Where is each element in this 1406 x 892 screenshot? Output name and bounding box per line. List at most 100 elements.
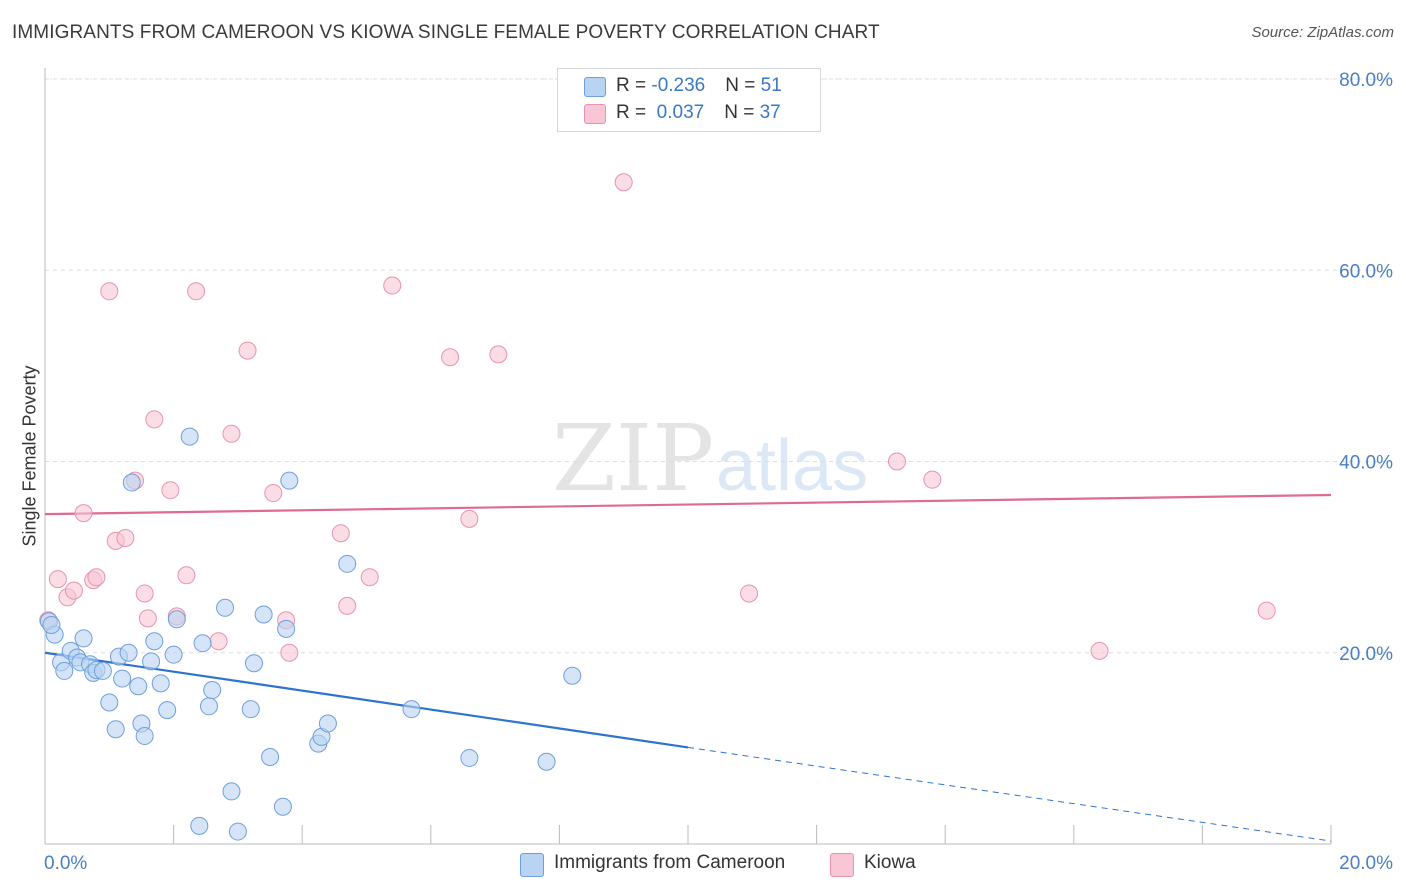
- point-cameroon: [254, 605, 273, 624]
- point-kiowa: [740, 584, 759, 603]
- tick-labels: 20.0% 40.0% 60.0% 80.0% 0.0% 20.0%: [44, 70, 1393, 874]
- point-cameroon: [164, 645, 183, 664]
- point-kiowa: [1257, 601, 1276, 620]
- legend-swatch-pink: [584, 104, 606, 124]
- point-cameroon: [93, 661, 112, 680]
- point-kiowa: [135, 584, 154, 603]
- point-kiowa: [460, 509, 479, 528]
- legend-n-label: N =: [725, 75, 761, 96]
- trend-line-cameroon-extension: [687, 746, 1332, 842]
- point-kiowa: [74, 504, 93, 523]
- legend-r-value: 0.037: [651, 102, 705, 123]
- point-cameroon: [122, 473, 141, 492]
- point-cameroon: [74, 629, 93, 648]
- point-cameroon: [261, 747, 280, 766]
- point-kiowa: [923, 470, 942, 489]
- bottom-legend-swatch-blue: [520, 853, 544, 877]
- legend-r-value: -0.236: [651, 75, 706, 96]
- point-cameroon: [460, 748, 479, 767]
- source-label: Source: ZipAtlas.com: [1251, 24, 1394, 41]
- point-kiowa: [264, 484, 283, 503]
- trend-line-kiowa: [44, 493, 1332, 516]
- point-cameroon: [190, 816, 209, 835]
- y-tick-label: 80.0%: [1339, 70, 1393, 91]
- x-tick-label: 20.0%: [1339, 853, 1393, 874]
- point-cameroon: [203, 681, 222, 700]
- point-cameroon: [273, 797, 292, 816]
- x-tick-label: 0.0%: [44, 853, 87, 874]
- point-cameroon: [228, 822, 247, 841]
- y-tick-label: 40.0%: [1339, 453, 1393, 474]
- point-cameroon: [119, 643, 138, 662]
- legend-n-label: N =: [724, 102, 760, 123]
- watermark-zip: ZIP: [552, 405, 714, 512]
- legend-n-value: 51: [760, 75, 782, 96]
- point-kiowa: [383, 276, 402, 295]
- point-cameroon: [199, 697, 218, 716]
- point-cameroon: [55, 661, 74, 680]
- point-kiowa: [100, 282, 119, 301]
- point-kiowa: [48, 570, 67, 589]
- point-cameroon: [338, 554, 357, 573]
- legend-swatch-blue: [584, 77, 606, 97]
- bottom-legend-label: Immigrants from Cameroon: [554, 852, 786, 873]
- legend-n-value: 37: [759, 102, 781, 123]
- point-cameroon: [135, 726, 154, 745]
- point-cameroon: [42, 616, 61, 635]
- bottom-legend-swatch-pink: [830, 853, 854, 877]
- point-cameroon: [537, 752, 556, 771]
- point-kiowa: [887, 452, 906, 471]
- point-cameroon: [167, 610, 186, 629]
- bottom-legend-label: Kiowa: [864, 852, 916, 873]
- point-cameroon: [142, 652, 161, 671]
- point-kiowa: [238, 341, 257, 360]
- point-kiowa: [161, 481, 180, 500]
- correlation-legend: R = -0.236 N = 51 R = 0.037 N = 37: [557, 68, 821, 132]
- point-cameroon: [318, 714, 337, 733]
- point-cameroon: [129, 677, 148, 696]
- point-kiowa: [360, 568, 379, 587]
- point-kiowa: [614, 173, 633, 192]
- point-cameroon: [241, 700, 260, 719]
- point-kiowa: [1090, 641, 1109, 660]
- point-cameroon: [113, 669, 132, 688]
- point-kiowa: [177, 566, 196, 585]
- axes: [44, 68, 1332, 845]
- point-cameroon: [280, 471, 299, 490]
- y-tick-label: 20.0%: [1339, 644, 1393, 665]
- point-kiowa: [64, 581, 83, 600]
- y-axis-label: Single Female Poverty: [19, 365, 40, 547]
- point-cameroon: [193, 634, 212, 653]
- point-kiowa: [187, 282, 206, 301]
- y-tick-label: 60.0%: [1339, 261, 1393, 282]
- point-cameroon: [222, 782, 241, 801]
- point-kiowa: [209, 632, 228, 651]
- point-kiowa: [280, 643, 299, 662]
- chart-title: IMMIGRANTS FROM CAMEROON VS KIOWA SINGLE…: [12, 22, 880, 43]
- point-cameroon: [106, 720, 125, 739]
- watermark-atlas: atlas: [716, 426, 868, 506]
- point-cameroon: [158, 701, 177, 720]
- point-cameroon: [402, 700, 421, 719]
- point-kiowa: [87, 568, 106, 587]
- point-kiowa: [222, 424, 241, 443]
- point-kiowa: [331, 524, 350, 543]
- point-kiowa: [116, 529, 135, 547]
- point-cameroon: [563, 666, 582, 685]
- point-cameroon: [145, 632, 164, 651]
- data-points: [39, 173, 1276, 841]
- point-kiowa: [338, 596, 357, 615]
- point-cameroon: [151, 674, 170, 693]
- grid: [45, 78, 1392, 654]
- point-kiowa: [145, 410, 164, 429]
- legend-r-label: R =: [616, 75, 652, 96]
- point-cameroon: [244, 654, 263, 673]
- legend-r-label: R =: [616, 102, 652, 123]
- point-cameroon: [216, 598, 235, 617]
- point-kiowa: [138, 609, 157, 628]
- point-kiowa: [441, 348, 460, 367]
- point-kiowa: [489, 345, 508, 364]
- point-cameroon: [180, 427, 199, 446]
- point-cameroon: [100, 693, 119, 712]
